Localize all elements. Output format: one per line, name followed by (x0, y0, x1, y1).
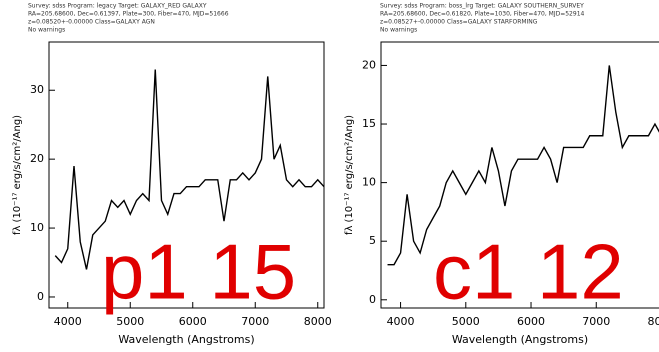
x-tick-label: 5000 (452, 315, 480, 328)
header-line: RA=205.68600, Dec=0.61820, Plate=1030, F… (380, 11, 585, 18)
y-tick-label: 15 (362, 117, 376, 130)
x-axis-label: Wavelength (Angstroms) (118, 333, 254, 346)
x-tick-label: 8000 (647, 315, 659, 328)
y-axis-label: fλ (10⁻¹⁷ erg/s/cm²/Ang) (12, 115, 23, 235)
x-tick-label: 6000 (179, 315, 207, 328)
y-tick-label: 10 (30, 221, 44, 234)
panel-label: c1 12 (433, 228, 624, 316)
x-tick-label: 7000 (241, 315, 269, 328)
x-tick-label: 7000 (582, 315, 610, 328)
panel-label: p1 15 (101, 228, 296, 316)
y-tick-label: 5 (369, 234, 376, 247)
y-axis-label: fλ (10⁻¹⁷ erg/s/cm²/Ang) (344, 115, 355, 235)
plot-frame (48, 41, 325, 309)
header-line: z=0.08520+-0.00000 Class=GALAXY AGN (28, 19, 155, 26)
y-tick-label: 20 (30, 152, 44, 165)
y-tick-label: 0 (37, 290, 44, 303)
spectrum-line (54, 69, 325, 270)
y-tick-label: 30 (30, 83, 44, 96)
spectrum-line (387, 65, 659, 266)
y-tick-label: 0 (369, 293, 376, 306)
header-line: Survey: sdss Program: legacy Target: GAL… (28, 3, 207, 10)
x-tick-label: 6000 (517, 315, 545, 328)
plot-frame (380, 41, 659, 309)
header-line: z=0.08527+-0.00000 Class=GALAXY STARFORM… (380, 19, 538, 26)
x-tick-label: 8000 (304, 315, 332, 328)
header-line: Survey: sdss Program: boss_lrg Target: G… (380, 3, 584, 10)
header-line: RA=205.68600, Dec=0.61397, Plate=300, Fi… (28, 11, 229, 18)
x-axis-label: Wavelength (Angstroms) (452, 333, 588, 346)
y-tick-label: 10 (362, 176, 376, 189)
header-line: No warnings (28, 27, 65, 34)
x-tick-label: 4000 (387, 315, 415, 328)
header-line: No warnings (380, 27, 417, 34)
y-tick-label: 20 (362, 58, 376, 71)
x-tick-label: 4000 (54, 315, 82, 328)
x-tick-label: 5000 (116, 315, 144, 328)
